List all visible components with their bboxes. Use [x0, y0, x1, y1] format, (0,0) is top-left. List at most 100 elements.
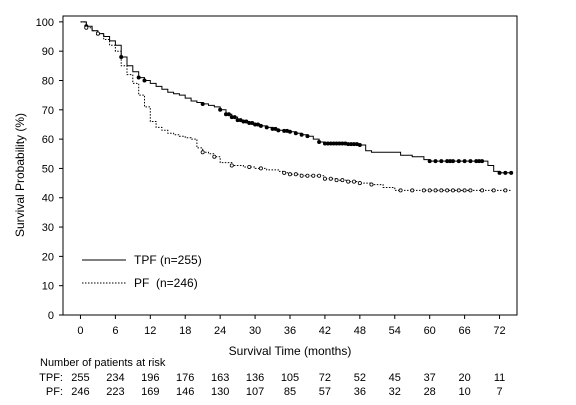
censor-mark-pf	[445, 188, 450, 193]
censor-mark-tpf	[200, 101, 205, 106]
y-axis-title: Survival Probability (%)	[13, 113, 27, 237]
risk-cell: 37	[424, 372, 436, 384]
censor-mark-tpf	[317, 140, 322, 145]
x-tick-label: 42	[319, 325, 331, 337]
x-tick-label: 54	[389, 325, 401, 337]
censor-mark-pf	[357, 181, 362, 186]
censor-mark-pf	[322, 176, 327, 181]
y-tick-label: 80	[42, 75, 54, 87]
censor-mark-pf	[427, 188, 432, 193]
censor-mark-tpf	[439, 159, 444, 164]
censor-mark-tpf	[264, 125, 269, 130]
risk-cell: 36	[354, 386, 366, 398]
risk-cell: 11	[494, 372, 505, 384]
censor-mark-pf	[352, 179, 357, 184]
y-tick-label: 20	[42, 251, 54, 263]
censor-mark-pf	[410, 188, 415, 193]
censor-mark-pf	[229, 163, 234, 168]
risk-table-rows: TPF: 255 234 196 176 163 136 105 72 52 45 37 20 11 PF:…	[39, 372, 505, 398]
risk-cell: 255	[71, 372, 89, 384]
risk-cell: 10	[458, 386, 470, 398]
censor-mark-pf	[95, 31, 100, 36]
y-tick-label: 100	[36, 17, 54, 29]
risk-table-title: Number of patients at risk	[40, 357, 166, 369]
series-line-pf	[80, 21, 512, 191]
y-tick-label: 50	[42, 163, 54, 175]
censor-mark-pf	[334, 178, 339, 183]
x-axis-title: Survival Time (months)	[229, 344, 352, 358]
risk-cell: 32	[389, 386, 401, 398]
censor-mark-tpf	[509, 170, 514, 175]
censor-mark-pf	[340, 178, 345, 183]
series-layer	[80, 21, 512, 191]
y-tick-label: 90	[42, 46, 54, 58]
x-tick-label: 30	[249, 325, 261, 337]
censor-mark-pf	[293, 172, 298, 177]
y-tick-label: 10	[42, 281, 54, 293]
risk-cell: 196	[141, 372, 159, 384]
risk-cell: 57	[319, 386, 331, 398]
y-tick-label: 30	[42, 222, 54, 234]
censor-mark-tpf	[142, 78, 147, 83]
x-tick-label: 12	[144, 325, 156, 337]
risk-cell: 105	[281, 372, 299, 384]
censor-mark-pf	[491, 188, 496, 193]
x-tick-label: 60	[424, 325, 436, 337]
censor-mark-tpf	[305, 134, 310, 139]
censor-mark-pf	[480, 188, 485, 193]
censor-mark-pf	[258, 166, 263, 171]
censor-mark-tpf	[293, 131, 298, 136]
y-tick-label: 70	[42, 105, 54, 117]
censor-mark-pf	[450, 188, 455, 193]
censor-mark-pf	[439, 188, 444, 193]
censor-mark-pf	[328, 176, 333, 181]
censor-mark-tpf	[497, 170, 502, 175]
risk-cell: 176	[176, 372, 194, 384]
censor-mark-pf	[369, 182, 374, 187]
censor-mark-pf	[398, 188, 403, 193]
risk-cell: 246	[71, 386, 89, 398]
censor-mark-pf	[299, 173, 304, 178]
x-tick-label: 6	[112, 325, 118, 337]
risk-cell: 7	[496, 386, 502, 398]
risk-cell: 169	[141, 386, 159, 398]
y-tick-label: 60	[42, 134, 54, 146]
censor-mark-tpf	[136, 75, 141, 80]
censor-mark-pf	[212, 154, 217, 159]
y-tick-label: 40	[42, 193, 54, 205]
risk-cell: 72	[319, 372, 331, 384]
censor-mark-tpf	[468, 159, 473, 164]
censor-mark-tpf	[456, 159, 461, 164]
censor-mark-tpf	[218, 107, 223, 112]
censor-mark-tpf	[433, 159, 438, 164]
plot-border	[62, 15, 518, 316]
censor-mark-tpf	[427, 159, 432, 164]
legend-label-pf: PF (n=246)	[134, 276, 198, 290]
series-line-tpf	[80, 21, 512, 174]
x-tick-label: 72	[493, 325, 505, 337]
censor-mark-tpf	[450, 159, 455, 164]
x-tick-label: 24	[214, 325, 226, 337]
censor-mark-tpf	[232, 115, 237, 120]
censor-mark-pf	[468, 188, 473, 193]
risk-cell: 45	[389, 372, 401, 384]
x-tick-label: 18	[179, 325, 191, 337]
censor-mark-tpf	[357, 142, 362, 147]
censor-mark-pf	[346, 179, 351, 184]
risk-cell: 130	[211, 386, 229, 398]
censor-mark-pf	[433, 188, 438, 193]
censor-marks-layer	[84, 24, 514, 193]
x-tick-label: 36	[284, 325, 296, 337]
censor-mark-pf	[317, 173, 322, 178]
x-axis: 0 6 12 18 24 30 36 42 48 54 60 66 72	[77, 315, 506, 337]
censor-mark-tpf	[287, 129, 292, 134]
risk-table: Number of patients at risk TPF: 255 234 196…	[39, 357, 505, 398]
censor-mark-tpf	[299, 132, 304, 137]
plot-area	[62, 15, 518, 316]
y-tick-label: 0	[48, 310, 54, 322]
legend: TPF (n=255) PF (n=246)	[82, 253, 202, 290]
censor-mark-pf	[282, 170, 287, 175]
censor-mark-tpf	[503, 170, 508, 175]
risk-cell: 28	[424, 386, 436, 398]
